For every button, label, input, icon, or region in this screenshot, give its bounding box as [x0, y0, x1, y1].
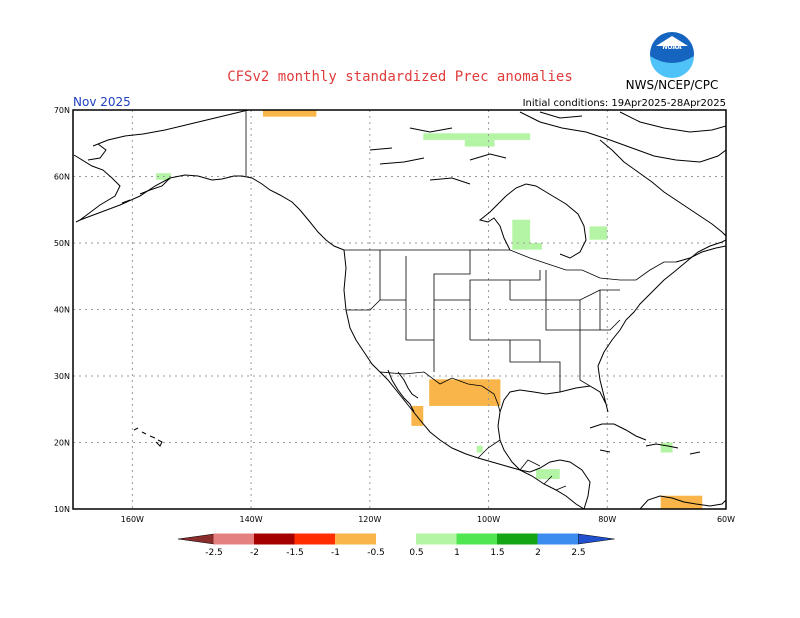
coastline-south-america [639, 495, 726, 509]
coastline-hawaii [133, 427, 163, 447]
colorbar-segment [254, 533, 296, 545]
colorbar-segment [416, 533, 458, 545]
anomaly-region-2 [262, 110, 317, 117]
anomaly-region-12 [660, 442, 673, 453]
longitude-label: 80W [598, 515, 616, 524]
map-frame [72, 109, 727, 510]
colorbar-label: -2 [250, 548, 259, 558]
anomaly-region-11 [476, 445, 483, 453]
colorbar-segment [497, 533, 539, 545]
map-area [73, 110, 726, 509]
longitude-label: 60W [717, 515, 735, 524]
anomaly-region-9 [589, 226, 608, 240]
anomaly-region-7 [512, 219, 531, 250]
longitude-label: 160W [121, 515, 144, 524]
longitude-label: 140W [239, 515, 262, 524]
colorbar-label: 1 [454, 548, 460, 558]
coastline-gulf-east [497, 239, 726, 509]
latitude-label: 60N [54, 173, 70, 182]
colorbar-segment [294, 533, 336, 545]
latitude-label: 50N [54, 239, 70, 248]
anomaly-region-5 [423, 133, 531, 140]
coastlines-and-borders [73, 110, 726, 509]
colorbar-label: -1 [331, 548, 340, 558]
border-us-mexico [379, 371, 501, 413]
noaa-logo-wave [650, 56, 694, 78]
longitude-label: 100W [477, 515, 500, 524]
latitude-label: 70N [54, 106, 70, 115]
coastline-arctic-islands [369, 111, 726, 185]
colorbar-segment [376, 534, 417, 544]
colorbar-segment [177, 533, 215, 545]
latitude-label: 20N [54, 439, 70, 448]
longitude-tick-labels: 160W 140W 120W 100W 80W 60W [121, 515, 735, 524]
anomaly-region-0 [429, 379, 501, 406]
colorbar-label: 0.5 [409, 548, 423, 558]
colorbar-label: 2 [535, 548, 541, 558]
coastline-labrador [599, 139, 726, 263]
noaa-logo: NOAA [650, 32, 694, 78]
colorbar-segment [456, 533, 498, 545]
us-state-lines [346, 250, 621, 392]
coastline-hudson-bay [478, 183, 587, 259]
noaa-logo-bird [656, 36, 688, 46]
graticule [73, 110, 726, 509]
border-us-canada [344, 249, 676, 281]
coastline-alaska [73, 110, 345, 251]
anomaly-region-10 [536, 469, 560, 480]
colorbar-label: 2.5 [571, 548, 585, 558]
coastline-baja [387, 369, 419, 413]
colorbar-segment [578, 533, 615, 545]
longitude-label: 120W [358, 515, 381, 524]
noaa-logo-text: NOAA [662, 44, 682, 51]
anomaly-region-8 [530, 243, 542, 250]
colorbar-segment [537, 533, 579, 545]
colorbar-label: -2.5 [205, 548, 223, 558]
mexico-central-america-lines [477, 439, 567, 491]
initial-conditions: Initial conditions: 19Apr2025-28Apr2025 [523, 98, 726, 109]
coastline-aleutians [75, 177, 171, 223]
figure-title: CFSv2 monthly standardized Prec anomalie… [227, 69, 573, 85]
colorbar-legend: -2.5 -2 -1.5 -1 -0.5 0.5 1 1.5 2 2.5 [177, 533, 615, 558]
anomaly-region-3 [660, 495, 703, 509]
forecast-month: Nov 2025 [73, 95, 131, 109]
latitude-label: 40N [54, 306, 70, 315]
latitude-label: 10N [54, 505, 70, 514]
coastline-us-west [343, 249, 585, 509]
latitude-label: 30N [54, 372, 70, 381]
latitude-tick-labels: 10N 20N 30N 40N 50N 60N 70N [54, 106, 70, 514]
colorbar-segment [335, 533, 377, 545]
agency-label: NWS/NCEP/CPC [626, 78, 719, 92]
colorbar-label: 1.5 [490, 548, 504, 558]
colorbar-label: -1.5 [286, 548, 304, 558]
colorbar-label: -0.5 [367, 548, 385, 558]
colorbar-segment [213, 533, 255, 545]
anomaly-region-6 [464, 139, 495, 147]
coastline-caribbean [589, 423, 701, 455]
